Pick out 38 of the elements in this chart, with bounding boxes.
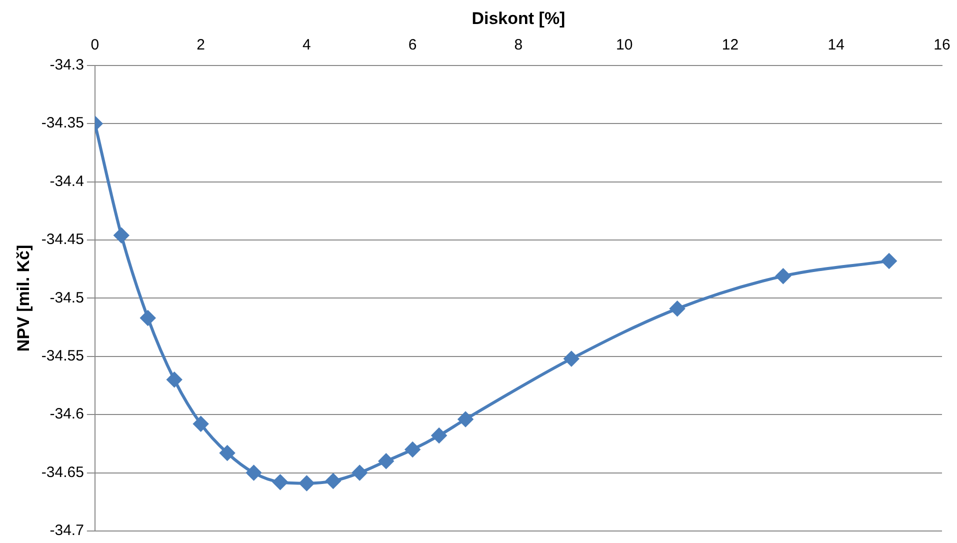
point: [352, 465, 368, 480]
x-tick-label: 8: [514, 36, 523, 54]
point: [166, 372, 182, 388]
x-axis-title: Diskont [%]: [472, 8, 566, 28]
x-tick-label: 10: [616, 36, 633, 54]
y-tick-label: -34.7: [50, 522, 84, 540]
x-tick-label: 4: [302, 36, 311, 54]
y-tick-label: -34.55: [41, 348, 84, 365]
point: [458, 412, 474, 427]
x-tick-label: 0: [90, 36, 100, 54]
x-tick-label: 12: [722, 36, 739, 54]
point: [220, 446, 235, 461]
point: [378, 454, 394, 469]
y-tick-label: -34.65: [41, 464, 84, 481]
point: [140, 310, 156, 326]
x-tick-label: 16: [934, 36, 950, 54]
point: [299, 476, 314, 491]
point: [272, 474, 288, 490]
y-tick-label: -34.6: [50, 406, 84, 423]
y-tick-label: -34.35: [41, 114, 84, 132]
x-tick-label: 2: [196, 36, 205, 54]
point: [882, 253, 897, 268]
point: [193, 416, 208, 432]
point: [776, 268, 791, 284]
y-axis-title: NPV [mil. Kč]: [14, 244, 33, 352]
point: [246, 465, 262, 480]
y-tick-label: -34.4: [50, 172, 84, 190]
x-tick-label: 6: [408, 36, 417, 54]
x-tick-label: 14: [828, 36, 844, 54]
point: [432, 428, 447, 444]
y-tick-label: -34.5: [50, 289, 84, 306]
point: [326, 473, 341, 488]
point: [670, 301, 685, 316]
y-tick-label: -34.45: [41, 231, 84, 248]
point: [405, 442, 420, 458]
point: [564, 351, 579, 366]
point: [114, 228, 129, 243]
y-tick-label: -34.3: [50, 56, 84, 74]
